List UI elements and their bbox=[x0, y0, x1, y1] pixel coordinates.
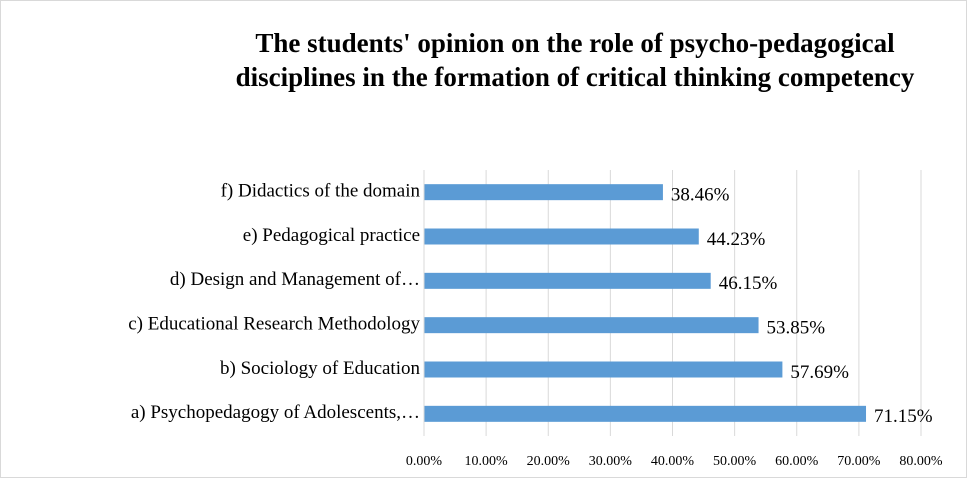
x-tick-label: 20.00% bbox=[527, 454, 571, 469]
x-tick-label: 60.00% bbox=[775, 454, 819, 469]
value-label: 46.15% bbox=[719, 273, 778, 294]
x-tick-label: 80.00% bbox=[899, 454, 943, 469]
value-label: 44.23% bbox=[707, 229, 766, 250]
category-label: b) Sociology of Education bbox=[220, 358, 420, 379]
category-label: e) Pedagogical practice bbox=[243, 225, 420, 246]
bar bbox=[424, 228, 699, 245]
value-label: 71.15% bbox=[874, 406, 933, 427]
chart-title: The students' opinion on the role of psy… bbox=[235, 28, 915, 92]
bar bbox=[424, 184, 663, 201]
category-label: d) Design and Management of… bbox=[170, 269, 420, 290]
x-tick-label: 70.00% bbox=[837, 454, 881, 469]
bar bbox=[424, 405, 867, 422]
x-tick-label: 10.00% bbox=[465, 454, 509, 469]
bar bbox=[424, 317, 759, 334]
value-label: 38.46% bbox=[671, 185, 730, 206]
category-label: c) Educational Research Methodology bbox=[128, 314, 420, 335]
bar bbox=[424, 272, 711, 289]
x-tick-label: 40.00% bbox=[651, 454, 695, 469]
x-tick-label: 30.00% bbox=[589, 454, 633, 469]
category-label: f) Didactics of the domain bbox=[221, 181, 421, 202]
value-label: 57.69% bbox=[790, 362, 849, 383]
category-label: a) Psychopedagogy of Adolescents,… bbox=[131, 402, 420, 423]
value-label: 53.85% bbox=[767, 318, 826, 339]
x-tick-label: 50.00% bbox=[713, 454, 757, 469]
bar bbox=[424, 361, 783, 378]
x-tick-label: 0.00% bbox=[406, 454, 443, 469]
